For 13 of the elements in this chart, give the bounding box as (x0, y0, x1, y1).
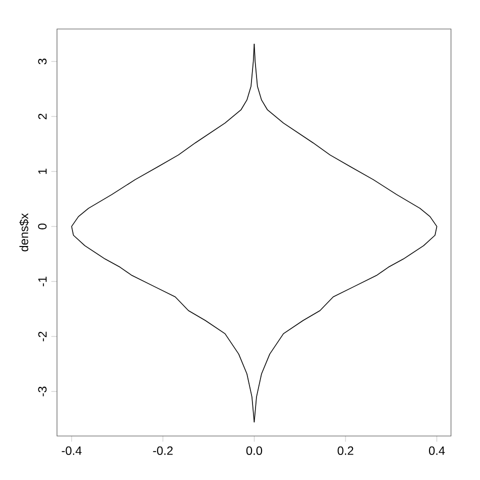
y-tick-label: -1 (38, 276, 47, 286)
x-tick-label: -0.4 (62, 446, 82, 455)
x-tick-label: 0.0 (246, 446, 262, 455)
x-tick-label: 0.4 (428, 446, 445, 455)
y-tick-label: -3 (38, 386, 47, 396)
y-tick-label: 0 (38, 224, 47, 230)
y-tick-label: -2 (38, 332, 47, 342)
y-tick-label: 1 (38, 168, 47, 174)
x-tick-label: 0.2 (338, 446, 354, 455)
y-axis-title: dens$x (19, 213, 29, 252)
y-tick-label: 3 (38, 58, 47, 64)
x-tick-label: -0.2 (153, 446, 173, 455)
y-tick-label: 2 (38, 114, 47, 120)
